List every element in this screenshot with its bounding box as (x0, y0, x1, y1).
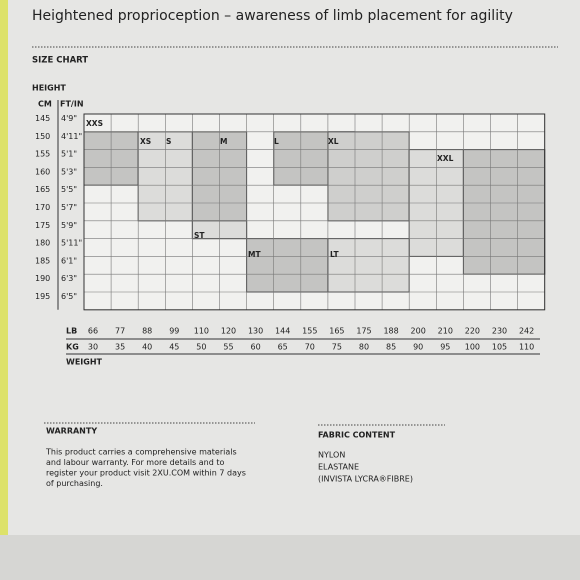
kg-label: 100 (465, 343, 480, 352)
kg-label: KG (66, 343, 79, 352)
size-label: MT (248, 250, 261, 259)
kg-label: 55 (223, 343, 233, 352)
cm-label: 170 (35, 203, 50, 212)
lb-label: 210 (438, 327, 453, 336)
edge (0, 0, 8, 535)
kg-label: 110 (519, 343, 534, 352)
grid-border (83, 113, 546, 311)
size-label: L (274, 137, 279, 146)
lb-label: 188 (383, 327, 398, 336)
header-title: Heightened proprioception – awareness of… (32, 8, 513, 24)
fabric-line: NYLON (318, 451, 345, 460)
lb-label: 220 (465, 327, 480, 336)
kg-label: 85 (386, 343, 396, 352)
size-label: S (166, 137, 171, 146)
size-chart-title: SIZE CHART (32, 56, 88, 66)
cm-label: 145 (35, 114, 50, 123)
kg-label: 80 (359, 343, 369, 352)
cm-label: 155 (35, 150, 50, 159)
size-label: M (220, 137, 227, 146)
lb-label: 230 (492, 327, 507, 336)
lb-label: 77 (115, 327, 125, 336)
lb-label: 66 (88, 327, 98, 336)
ftin-label: 5'1" (61, 150, 77, 159)
kg-label: 90 (413, 343, 423, 352)
warranty-line: register your product visit 2XU.COM with… (46, 469, 246, 478)
cm-label: 180 (35, 239, 50, 248)
lb-label: 165 (329, 327, 344, 336)
cm-label: 190 (35, 274, 50, 283)
ftin-label: 4'11" (61, 132, 82, 141)
fabric-line: (INVISTA LYCRA®FIBRE) (318, 475, 413, 484)
kg-label: 105 (492, 343, 507, 352)
kg-label: 45 (169, 343, 179, 352)
lb-label: 88 (142, 327, 152, 336)
kg-label: 40 (142, 343, 152, 352)
warranty-line: This product carries a comprehensive mat… (45, 448, 237, 457)
size-label: ST (194, 231, 205, 240)
warranty-line: and labour warranty. For more details an… (46, 458, 225, 467)
lb-label: 155 (302, 327, 317, 336)
cm-label: 165 (35, 185, 50, 194)
cm-label: 150 (35, 132, 50, 141)
lb-label: 130 (248, 327, 263, 336)
ftin-label: 6'5" (61, 292, 77, 301)
lb-label: 120 (221, 327, 236, 336)
size-region (327, 238, 410, 293)
lb-label: LB (66, 327, 77, 336)
size-label: XXS (86, 119, 103, 128)
kg-label: 70 (305, 343, 315, 352)
cm-label: 175 (35, 221, 50, 230)
cm-label: 160 (35, 167, 50, 176)
ftin-label: 6'3" (61, 274, 77, 283)
lb-label: 200 (411, 327, 426, 336)
size-label: XXL (437, 154, 454, 163)
warranty-line: of purchasing. (46, 479, 103, 488)
lb-label: 99 (169, 327, 179, 336)
warranty-title: WARRANTY (46, 427, 97, 436)
ftin-label: FT/IN (60, 100, 84, 109)
weight-label: WEIGHT (66, 358, 103, 367)
size-region (327, 131, 410, 222)
ftin-label: 5'5" (61, 185, 77, 194)
kg-label: 50 (196, 343, 206, 352)
ftin-label: 5'3" (61, 167, 77, 176)
lb-label: 110 (194, 327, 209, 336)
lb-label: 175 (356, 327, 371, 336)
size-label: LT (330, 250, 340, 259)
fabric-title: FABRIC CONTENT (318, 431, 396, 440)
lb-label: 144 (275, 327, 290, 336)
ftin-label: 5'11" (61, 239, 82, 248)
kg-label: 30 (88, 343, 98, 352)
kg-label: 65 (278, 343, 288, 352)
fabric-line: ELASTANE (318, 463, 359, 472)
size-region (462, 149, 546, 275)
ftin-label: 5'7" (61, 203, 77, 212)
ftin-label: 4'9" (61, 114, 77, 123)
cm-label: 195 (35, 292, 50, 301)
size-region (246, 238, 329, 293)
size-label: XS (140, 137, 151, 146)
ftin-label: 6'1" (61, 256, 77, 265)
cm-label: CM (38, 100, 52, 109)
kg-label: 35 (115, 343, 125, 352)
kg-label: 75 (332, 343, 342, 352)
size-label: XL (328, 137, 339, 146)
kg-label: 95 (440, 343, 450, 352)
lb-label: 242 (519, 327, 534, 336)
height-label: HEIGHT (32, 84, 66, 93)
cm-label: 185 (35, 256, 50, 265)
kg-label: 60 (251, 343, 261, 352)
ftin-label: 5'9" (61, 221, 77, 230)
